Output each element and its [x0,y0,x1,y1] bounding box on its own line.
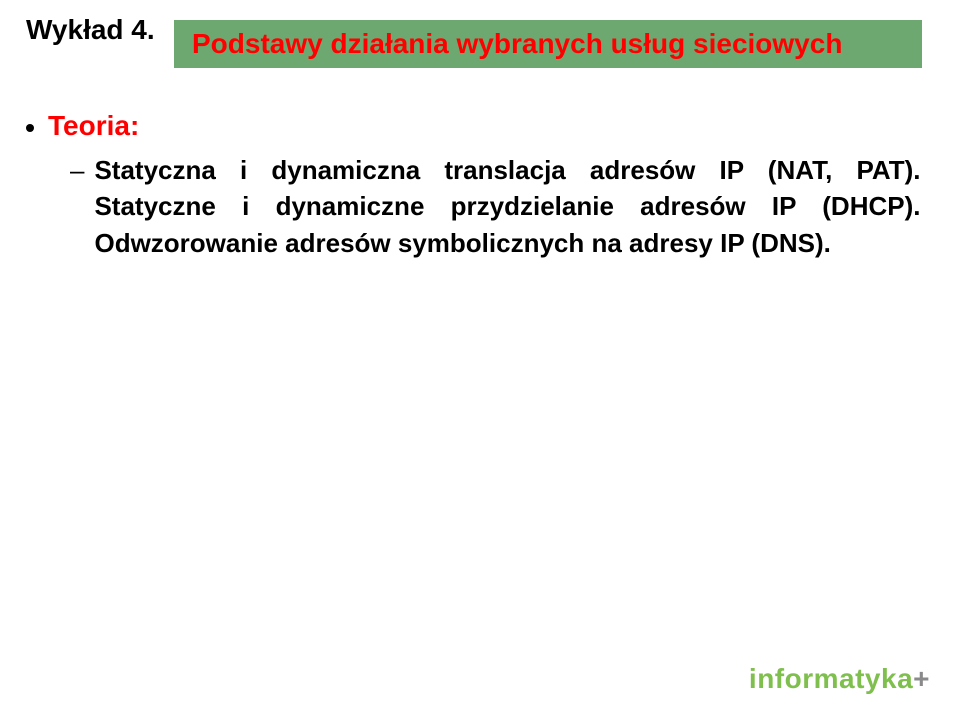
bullet-dot-icon [26,124,34,132]
topic-text: Statyczna i dynamiczna translacja adresó… [94,152,920,261]
title-band: Podstawy działania wybranych usług sieci… [174,20,922,68]
bullet-dash-icon: – [70,153,84,188]
topic-row: – Statyczna i dynamiczna translacja adre… [70,152,934,261]
footer-logo: informatyka+ [749,663,930,695]
slide-title: Podstawy działania wybranych usług sieci… [192,28,842,60]
slide-body: Teoria: – Statyczna i dynamiczna transla… [26,110,934,261]
lecture-label: Wykład 4. [26,14,155,46]
logo-word: informatyka [749,663,913,694]
section-heading: Teoria: [48,110,139,142]
logo-plus: + [913,663,930,694]
slide-container: Wykład 4. Podstawy działania wybranych u… [0,0,960,717]
section-heading-row: Teoria: [26,110,934,142]
